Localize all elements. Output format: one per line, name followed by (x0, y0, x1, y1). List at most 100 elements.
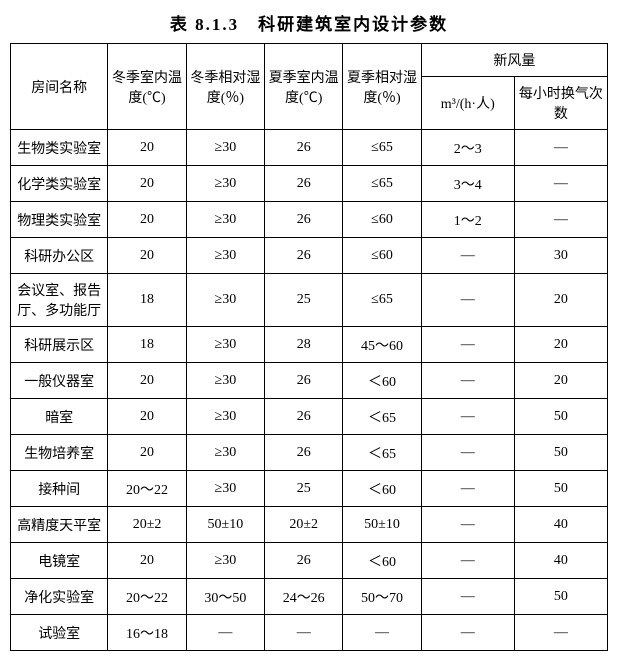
cell-ach: 50 (514, 399, 607, 435)
cell-name: 化学类实验室 (11, 166, 108, 202)
cell-summer-temp: — (265, 615, 343, 651)
cell-name: 物理类实验室 (11, 202, 108, 238)
header-fresh-air: 新风量 (421, 44, 607, 77)
table-row: 电镜室20≥3026＜60—40 (11, 543, 608, 579)
cell-winter-humid: ≥30 (186, 238, 264, 274)
cell-summer-humid: ≤65 (343, 274, 421, 327)
cell-winter-temp: 20 (108, 238, 186, 274)
cell-ach: 50 (514, 435, 607, 471)
cell-summer-temp: 26 (265, 435, 343, 471)
cell-m3: — (421, 543, 514, 579)
cell-m3: — (421, 471, 514, 507)
cell-ach: 40 (514, 507, 607, 543)
cell-m3: — (421, 615, 514, 651)
cell-ach: 50 (514, 471, 607, 507)
cell-summer-humid: 50～70 (343, 579, 421, 615)
cell-winter-humid: 50±10 (186, 507, 264, 543)
cell-summer-temp: 26 (265, 202, 343, 238)
table-row: 暗室20≥3026＜65—50 (11, 399, 608, 435)
cell-m3: — (421, 327, 514, 363)
cell-winter-humid: ≥30 (186, 435, 264, 471)
cell-winter-temp: 18 (108, 274, 186, 327)
cell-m3: 2～3 (421, 130, 514, 166)
table-row: 试验室16～18————— (11, 615, 608, 651)
cell-summer-humid: ≤65 (343, 166, 421, 202)
cell-m3: — (421, 274, 514, 327)
cell-winter-temp: 20～22 (108, 471, 186, 507)
cell-summer-humid: ＜60 (343, 471, 421, 507)
cell-ach: 30 (514, 238, 607, 274)
cell-summer-humid: 45～60 (343, 327, 421, 363)
cell-m3: — (421, 363, 514, 399)
cell-ach: 20 (514, 274, 607, 327)
table-row: 会议室、报告厅、多功能厅18≥3025≤65—20 (11, 274, 608, 327)
cell-name: 科研办公区 (11, 238, 108, 274)
cell-summer-temp: 20±2 (265, 507, 343, 543)
cell-ach: — (514, 166, 607, 202)
cell-summer-humid: ＜60 (343, 543, 421, 579)
cell-winter-temp: 20 (108, 399, 186, 435)
cell-winter-temp: 20 (108, 363, 186, 399)
cell-summer-humid: ＜65 (343, 399, 421, 435)
table-title: 表 8.1.3 科研建筑室内设计参数 (10, 10, 608, 35)
cell-winter-humid: — (186, 615, 264, 651)
cell-winter-humid: ≥30 (186, 399, 264, 435)
table-row: 净化实验室20～2230～5024～2650～70—50 (11, 579, 608, 615)
header-winter-humid: 冬季相对湿度(％) (186, 44, 264, 130)
cell-ach: — (514, 130, 607, 166)
cell-summer-humid: ≤60 (343, 202, 421, 238)
cell-summer-temp: 26 (265, 130, 343, 166)
cell-name: 净化实验室 (11, 579, 108, 615)
cell-summer-humid: ＜60 (343, 363, 421, 399)
table-row: 生物培养室20≥3026＜65—50 (11, 435, 608, 471)
header-fresh-air-ach: 每小时换气次数 (514, 77, 607, 130)
table-row: 高精度天平室20±250±1020±250±10—40 (11, 507, 608, 543)
cell-summer-temp: 26 (265, 543, 343, 579)
cell-m3: — (421, 399, 514, 435)
cell-winter-temp: 20 (108, 130, 186, 166)
table-row: 物理类实验室20≥3026≤601～2— (11, 202, 608, 238)
cell-name: 暗室 (11, 399, 108, 435)
cell-winter-humid: ≥30 (186, 166, 264, 202)
cell-m3: — (421, 435, 514, 471)
cell-m3: — (421, 238, 514, 274)
cell-ach: 40 (514, 543, 607, 579)
cell-ach: 20 (514, 363, 607, 399)
cell-summer-temp: 26 (265, 166, 343, 202)
header-summer-humid: 夏季相对湿度(％) (343, 44, 421, 130)
table-row: 生物类实验室20≥3026≤652～3— (11, 130, 608, 166)
cell-summer-humid: 50±10 (343, 507, 421, 543)
cell-ach: — (514, 615, 607, 651)
cell-winter-temp: 20～22 (108, 579, 186, 615)
cell-winter-humid: 30～50 (186, 579, 264, 615)
table-row: 化学类实验室20≥3026≤653～4— (11, 166, 608, 202)
table-row: 接种间20～22≥3025＜60—50 (11, 471, 608, 507)
header-room-name: 房间名称 (11, 44, 108, 130)
cell-winter-temp: 20±2 (108, 507, 186, 543)
cell-winter-humid: ≥30 (186, 471, 264, 507)
cell-name: 电镜室 (11, 543, 108, 579)
header-summer-temp: 夏季室内温度(℃) (265, 44, 343, 130)
header-winter-temp: 冬季室内温度(℃) (108, 44, 186, 130)
cell-winter-humid: ≥30 (186, 202, 264, 238)
table-head: 房间名称 冬季室内温度(℃) 冬季相对湿度(％) 夏季室内温度(℃) 夏季相对湿… (11, 44, 608, 130)
table-row: 一般仪器室20≥3026＜60—20 (11, 363, 608, 399)
cell-winter-humid: ≥30 (186, 130, 264, 166)
cell-summer-humid: ≤60 (343, 238, 421, 274)
cell-summer-temp: 25 (265, 471, 343, 507)
cell-name: 科研展示区 (11, 327, 108, 363)
cell-winter-humid: ≥30 (186, 363, 264, 399)
cell-winter-humid: ≥30 (186, 274, 264, 327)
cell-winter-temp: 20 (108, 166, 186, 202)
cell-name: 高精度天平室 (11, 507, 108, 543)
cell-name: 生物类实验室 (11, 130, 108, 166)
cell-name: 试验室 (11, 615, 108, 651)
design-params-table: 房间名称 冬季室内温度(℃) 冬季相对湿度(％) 夏季室内温度(℃) 夏季相对湿… (10, 43, 608, 651)
cell-winter-temp: 16～18 (108, 615, 186, 651)
cell-summer-humid: ≤65 (343, 130, 421, 166)
cell-summer-temp: 24～26 (265, 579, 343, 615)
cell-summer-temp: 26 (265, 363, 343, 399)
cell-m3: 1～2 (421, 202, 514, 238)
cell-name: 接种间 (11, 471, 108, 507)
cell-summer-temp: 26 (265, 238, 343, 274)
